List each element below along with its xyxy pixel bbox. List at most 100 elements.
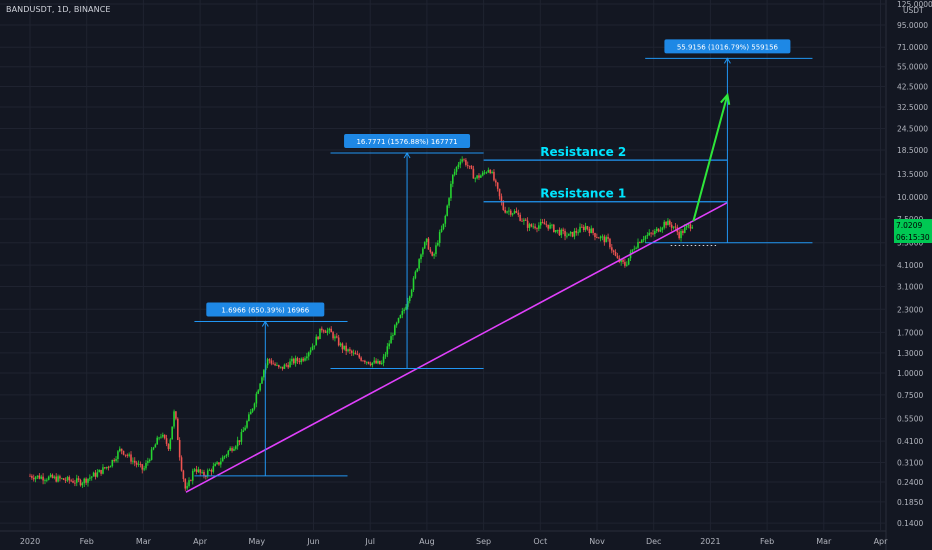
- candle-body: [321, 328, 323, 331]
- candle-body: [339, 343, 342, 346]
- candle-body: [371, 362, 374, 366]
- candle-body: [263, 370, 265, 378]
- candle-body: [685, 225, 688, 228]
- candle-body: [148, 459, 151, 462]
- candle-body: [487, 169, 490, 173]
- candle-body: [68, 477, 71, 481]
- candle-body: [163, 434, 166, 439]
- candle-body: [44, 480, 46, 481]
- candle-body: [302, 358, 304, 361]
- time-tick-label: Apr: [874, 537, 889, 546]
- candle-body: [605, 237, 608, 243]
- candle-body: [223, 456, 226, 458]
- candle-body: [523, 219, 525, 222]
- candle-body: [465, 159, 467, 166]
- price-tick-label: 0.3100: [897, 458, 923, 467]
- candle-body: [455, 167, 458, 172]
- candle-body: [62, 478, 65, 480]
- candle-body: [407, 300, 409, 307]
- candle-body: [212, 466, 215, 472]
- candle-body: [689, 224, 692, 229]
- candle-body: [575, 230, 578, 233]
- candle-body: [143, 468, 145, 470]
- candle-body: [438, 232, 441, 243]
- candle-body: [611, 247, 613, 251]
- candle-body: [416, 268, 419, 272]
- candle-body: [156, 437, 159, 445]
- candle-body: [418, 259, 420, 269]
- candle-body: [399, 315, 402, 319]
- candle-body: [59, 476, 61, 479]
- candle-body: [637, 242, 639, 248]
- candle-body: [55, 476, 57, 482]
- price-tick-label: 0.2400: [897, 478, 923, 487]
- candle-body: [289, 361, 291, 368]
- candle-body: [113, 459, 115, 461]
- price-tick-label: 42.5000: [897, 82, 928, 91]
- candle-body: [248, 414, 250, 421]
- time-tick-label: Apr: [193, 537, 208, 546]
- candle-body: [292, 358, 295, 364]
- price-tick-label: 0.4100: [897, 437, 923, 446]
- candle-body: [330, 328, 332, 333]
- candle-body: [233, 448, 235, 451]
- candle-body: [229, 448, 231, 451]
- candle-body: [691, 227, 694, 229]
- candle-body: [137, 463, 140, 465]
- candle-body: [444, 215, 447, 224]
- time-axis[interactable]: 2020 Feb Mar Apr May Jun Jul Aug Sep Oct Nov Dec 202…: [0, 530, 889, 546]
- price-tick-label: 1.0000: [897, 369, 923, 378]
- price-tick-label: 95.0000: [897, 21, 928, 30]
- candle-body: [431, 251, 434, 256]
- candle-body: [122, 450, 125, 455]
- candle-body: [175, 411, 177, 419]
- candle-body: [83, 478, 86, 484]
- candle-body: [261, 377, 263, 384]
- candle-body: [586, 226, 589, 229]
- candle-body: [474, 178, 477, 180]
- candle-body: [281, 366, 284, 369]
- candles: [29, 156, 694, 492]
- price-tick-label: 0.7500: [897, 391, 923, 400]
- candle-body: [683, 227, 686, 233]
- candle-body: [661, 227, 664, 230]
- candle-body: [509, 210, 512, 215]
- candle-body: [547, 224, 550, 229]
- candle-body: [79, 479, 82, 486]
- candle-body: [410, 289, 413, 297]
- candle-body: [287, 365, 289, 368]
- candle-body: [669, 220, 671, 225]
- candle-body: [36, 475, 39, 478]
- candle-body: [640, 240, 643, 243]
- candle-body: [98, 469, 101, 473]
- candle-body: [167, 443, 170, 450]
- candle-body: [147, 461, 149, 464]
- candle-body: [663, 221, 665, 228]
- candle-body: [459, 161, 462, 165]
- candle-body: [186, 486, 188, 489]
- candle-body: [251, 408, 254, 412]
- candle-body: [158, 437, 160, 439]
- candle-body: [347, 349, 349, 352]
- candle-body: [517, 212, 520, 215]
- candle-body: [369, 363, 372, 366]
- candle-body: [496, 182, 499, 189]
- candle-body: [31, 475, 33, 478]
- candle-body: [571, 231, 574, 237]
- candle-body: [500, 196, 503, 202]
- candle-body: [463, 159, 465, 161]
- candle-body: [178, 439, 181, 458]
- time-tick-label: Jun: [306, 537, 320, 546]
- candle-body: [427, 238, 430, 250]
- candle-body: [650, 232, 652, 234]
- candle-body: [450, 183, 452, 199]
- candle-body: [349, 349, 351, 351]
- candle-body: [126, 454, 129, 456]
- candle-body: [214, 463, 217, 467]
- candle-body: [453, 171, 456, 175]
- candle-body: [442, 223, 445, 229]
- candle-body: [133, 460, 136, 463]
- candle-body: [392, 335, 394, 337]
- candle-body: [625, 264, 628, 266]
